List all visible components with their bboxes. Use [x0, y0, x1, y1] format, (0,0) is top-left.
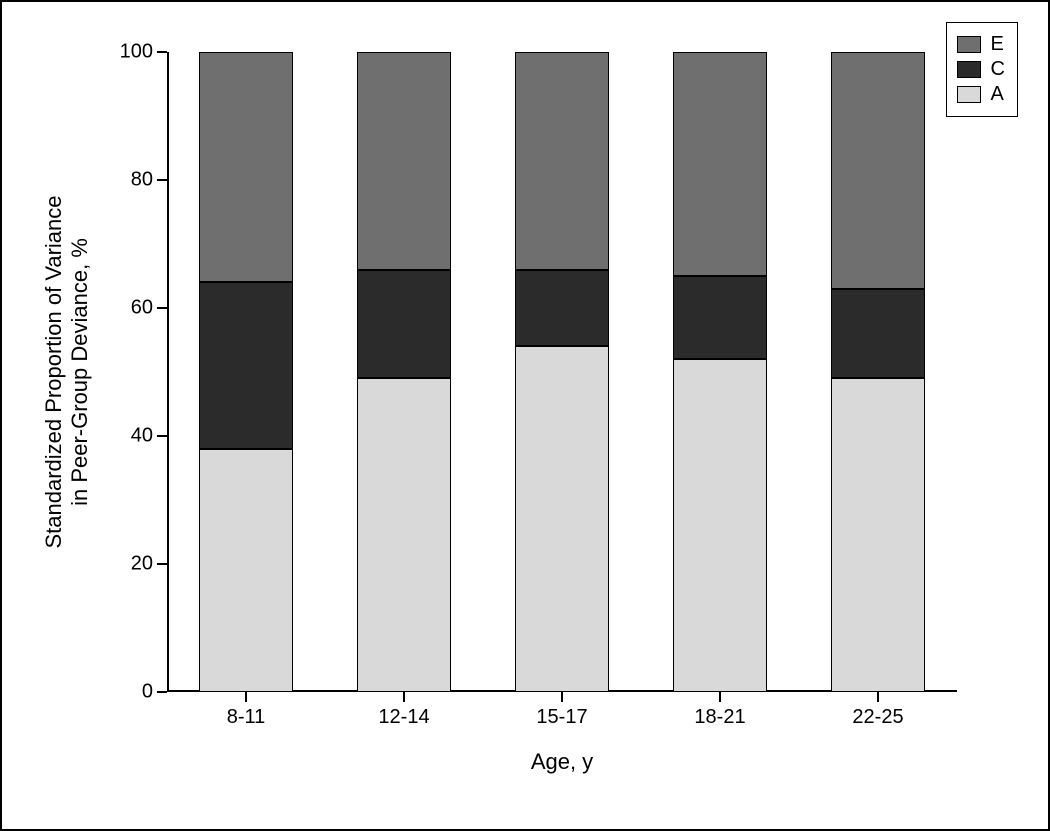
y-tick-label: 100 — [120, 41, 153, 64]
x-tick — [245, 692, 247, 702]
y-tick — [157, 563, 167, 565]
x-tick-label: 18-21 — [694, 706, 745, 729]
y-axis-title-line1: Standardized Proportion of Variance — [41, 195, 66, 548]
y-tick — [157, 51, 167, 53]
legend-row-C: C — [957, 58, 1005, 81]
bar-segment-C — [357, 270, 452, 379]
legend-row-A: A — [957, 83, 1005, 106]
plot-area: 0204060801008-1112-1415-1718-2122-25 — [167, 52, 957, 692]
y-tick-label: 80 — [131, 169, 153, 192]
bar-segment-E — [673, 52, 768, 276]
bar-segment-A — [831, 378, 926, 692]
x-tick-label: 8-11 — [227, 706, 266, 729]
y-axis-title: Standardized Proportion of Variance in P… — [41, 195, 93, 548]
y-tick — [157, 691, 167, 693]
y-tick-label: 0 — [142, 681, 153, 704]
x-tick-label: 15-17 — [536, 706, 587, 729]
bar-segment-A — [357, 378, 452, 692]
bar-8-11 — [199, 52, 294, 692]
y-tick — [157, 179, 167, 181]
bar-segment-E — [357, 52, 452, 270]
y-tick — [157, 307, 167, 309]
x-tick — [561, 692, 563, 702]
bar-segment-C — [515, 270, 610, 347]
bar-segment-C — [199, 282, 294, 448]
legend-label-A: A — [991, 83, 1004, 106]
legend: ECA — [946, 22, 1018, 117]
x-tick — [877, 692, 879, 702]
x-tick — [403, 692, 405, 702]
legend-label-E: E — [991, 33, 1004, 56]
bar-segment-E — [199, 52, 294, 282]
y-axis-title-line2: in Peer-Group Deviance, % — [67, 238, 92, 506]
bar-segment-C — [673, 276, 768, 359]
bar-18-21 — [673, 52, 768, 692]
legend-row-E: E — [957, 33, 1005, 56]
figure-frame: Standardized Proportion of Variance in P… — [0, 0, 1050, 831]
legend-swatch-E — [957, 36, 981, 53]
bar-15-17 — [515, 52, 610, 692]
bar-segment-A — [199, 449, 294, 692]
bar-segment-E — [831, 52, 926, 289]
y-tick-label: 60 — [131, 297, 153, 320]
bar-22-25 — [831, 52, 926, 692]
x-axis-title: Age, y — [531, 749, 593, 775]
legend-swatch-A — [957, 86, 981, 103]
y-axis-line — [167, 52, 169, 692]
y-tick — [157, 435, 167, 437]
y-tick-label: 20 — [131, 553, 153, 576]
legend-swatch-C — [957, 61, 981, 78]
bar-segment-C — [831, 289, 926, 379]
x-tick-label: 12-14 — [378, 706, 429, 729]
y-tick-label: 40 — [131, 425, 153, 448]
legend-label-C: C — [991, 58, 1005, 81]
x-tick — [719, 692, 721, 702]
bar-12-14 — [357, 52, 452, 692]
x-tick-label: 22-25 — [852, 706, 903, 729]
bar-segment-A — [515, 346, 610, 692]
bar-segment-A — [673, 359, 768, 692]
bar-segment-E — [515, 52, 610, 270]
